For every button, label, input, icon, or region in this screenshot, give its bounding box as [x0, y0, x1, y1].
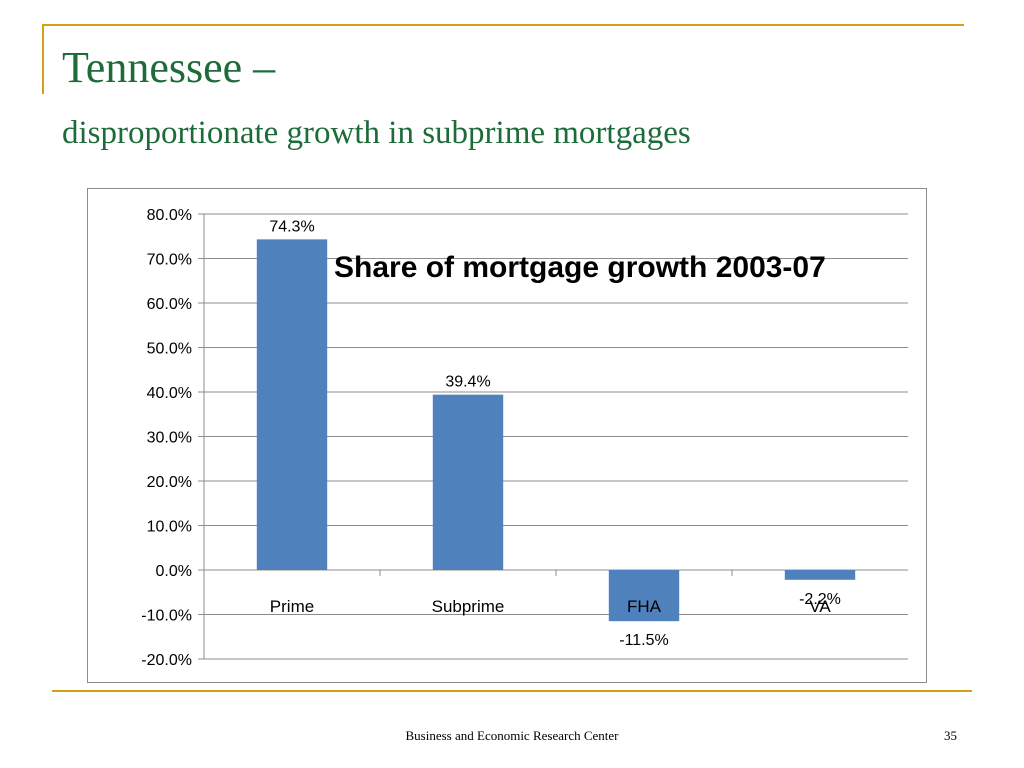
top-accent-rule — [42, 24, 964, 26]
bottom-accent-rule — [52, 690, 972, 692]
chart-frame: 80.0% 70.0% 60.0% 50.0% 40.0% 30.0% 20.0% 10.0%… — [87, 188, 927, 683]
category-label: FHA — [627, 597, 662, 616]
slide-subtitle: disproportionate growth in subprime mort… — [62, 115, 691, 151]
y-tick-label: 40.0% — [147, 385, 192, 402]
bar — [608, 570, 680, 622]
data-label: 74.3% — [269, 218, 314, 235]
category-label: Prime — [270, 597, 314, 616]
category-label: VA — [809, 597, 831, 616]
data-label: -11.5% — [619, 632, 669, 649]
y-tick-label: -10.0% — [141, 608, 192, 625]
y-tick-label: 20.0% — [147, 474, 192, 491]
data-label: -2.2% — [799, 591, 841, 608]
bar — [256, 239, 328, 571]
y-tick-label: 50.0% — [147, 341, 192, 358]
y-tick-label: 80.0% — [147, 207, 192, 224]
slide-title: Tennessee – — [62, 43, 276, 92]
category-label: Subprime — [432, 597, 505, 616]
left-accent-rule — [42, 24, 44, 94]
bar-chart: 80.0% 70.0% 60.0% 50.0% 40.0% 30.0% 20.0% 10.0%… — [141, 207, 908, 669]
y-tick-label: 60.0% — [147, 296, 192, 313]
labels: 80.0% 70.0% 60.0% 50.0% 40.0% 30.0% 20.0% 10.0%… — [141, 207, 841, 669]
page-number: 35 — [944, 728, 957, 743]
bar — [784, 570, 856, 580]
y-tick-label: 30.0% — [147, 430, 192, 447]
y-tick-label: 0.0% — [156, 563, 192, 580]
y-tick-label: 10.0% — [147, 519, 192, 536]
y-tick-label: 70.0% — [147, 252, 192, 269]
y-tick-label: -20.0% — [141, 652, 192, 669]
footer-text: Business and Economic Research Center — [405, 728, 619, 743]
data-label: 39.4% — [445, 374, 490, 391]
chart-title: Share of mortgage growth 2003-07 — [334, 251, 826, 284]
bar — [432, 394, 504, 570]
bars — [256, 239, 856, 622]
